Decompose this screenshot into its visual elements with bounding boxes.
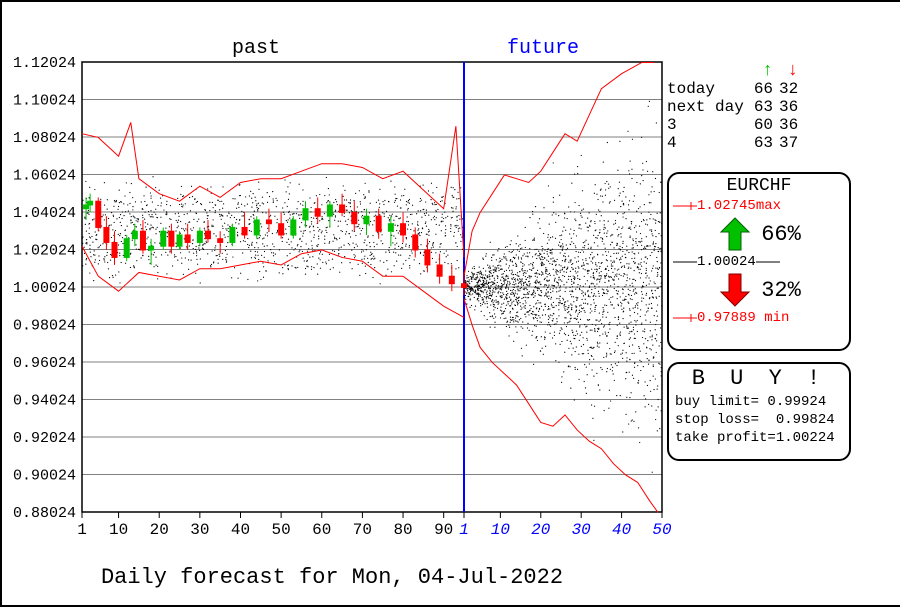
forecast-summary-box: EURCHF 1.02745max 66% 1.00024 32% 0.9788… <box>667 172 851 351</box>
down-arrow-icon <box>717 272 753 308</box>
stop-loss-row: stop loss= 0.99824 <box>669 411 849 429</box>
stats-table: ↑ ↓ today6632 next day6336 36036 46337 <box>667 62 804 152</box>
svg-text:0.96024: 0.96024 <box>13 355 76 372</box>
table-row: today6632 <box>667 80 804 98</box>
svg-text:1: 1 <box>459 521 469 539</box>
up-probability: 66% <box>669 214 849 254</box>
svg-text:1.00024: 1.00024 <box>13 280 76 297</box>
svg-text:1.02024: 1.02024 <box>13 243 76 260</box>
svg-text:60: 60 <box>312 521 331 539</box>
svg-text:1.06024: 1.06024 <box>13 168 76 185</box>
svg-text:30: 30 <box>572 521 592 539</box>
svg-text:70: 70 <box>353 521 372 539</box>
table-row: next day6336 <box>667 98 804 116</box>
up-arrow-icon <box>717 216 753 252</box>
svg-text:0.94024: 0.94024 <box>13 393 76 410</box>
forecast-chart-container: 0.88024 0.90024 0.92024 0.94024 0.96024 0.980… <box>0 0 900 607</box>
action-box: B U Y ! buy limit= 0.99924 stop loss= 0.… <box>667 362 851 461</box>
center-line: 1.00024 <box>669 254 849 270</box>
svg-text:20: 20 <box>150 521 169 539</box>
svg-text:20: 20 <box>531 521 551 539</box>
svg-text:1.10024: 1.10024 <box>13 93 76 110</box>
past-label: past <box>232 37 280 60</box>
table-row: 46337 <box>667 134 804 152</box>
up-arrow-icon: ↑ <box>762 61 773 81</box>
down-arrow-icon: ↓ <box>787 61 798 81</box>
action-label: B U Y ! <box>669 364 849 393</box>
currency-pair-label: EURCHF <box>669 174 849 198</box>
table-row: 36036 <box>667 116 804 134</box>
svg-text:0.90024: 0.90024 <box>13 468 76 485</box>
future-label: future <box>507 37 579 60</box>
min-line: 0.97889 min <box>669 310 849 326</box>
svg-text:0.88024: 0.88024 <box>13 505 76 522</box>
svg-text:30: 30 <box>190 521 209 539</box>
svg-text:40: 40 <box>612 521 632 539</box>
buy-limit-row: buy limit= 0.99924 <box>669 393 849 411</box>
svg-text:1: 1 <box>77 521 87 539</box>
svg-text:10: 10 <box>491 521 511 539</box>
svg-text:1.12024: 1.12024 <box>13 55 76 72</box>
svg-text:0.98024: 0.98024 <box>13 318 76 335</box>
svg-text:0.92024: 0.92024 <box>13 430 76 447</box>
svg-text:50: 50 <box>272 521 291 539</box>
down-probability: 32% <box>669 270 849 310</box>
svg-text:1.04024: 1.04024 <box>13 205 76 222</box>
svg-text:10: 10 <box>109 521 128 539</box>
stats-panel: ↑ ↓ today6632 next day6336 36036 46337 <box>667 62 804 152</box>
take-profit-row: take profit=1.00224 <box>669 429 849 447</box>
max-line: 1.02745max <box>669 198 849 214</box>
chart-title: Daily forecast for Mon, 04-Jul-2022 <box>2 565 662 590</box>
svg-text:50: 50 <box>652 521 672 539</box>
svg-text:1.08024: 1.08024 <box>13 130 76 147</box>
svg-text:90: 90 <box>434 521 453 539</box>
svg-text:40: 40 <box>231 521 250 539</box>
svg-text:80: 80 <box>393 521 412 539</box>
